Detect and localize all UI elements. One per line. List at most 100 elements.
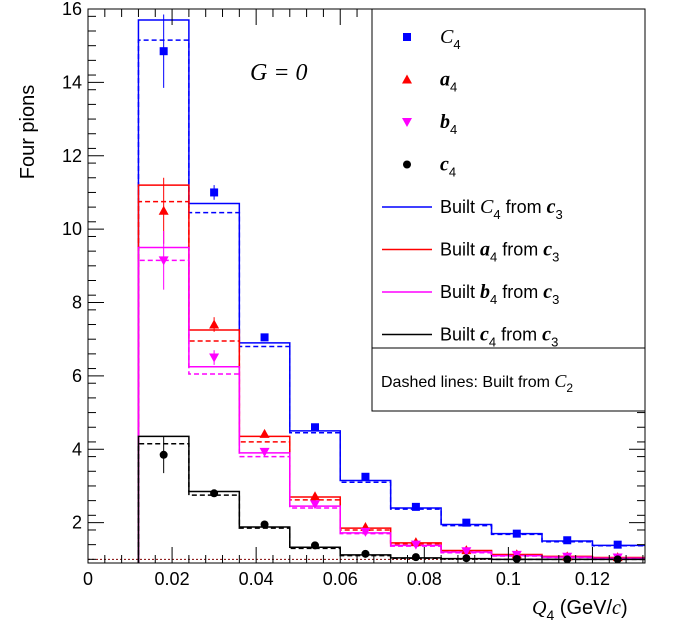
legend-subscript: 4 bbox=[493, 207, 500, 222]
y-axis-title: Four pions bbox=[17, 85, 39, 180]
data-point-2-1 bbox=[209, 353, 220, 363]
data-point-2-2 bbox=[259, 447, 270, 457]
x-axis-unit: (GeV/ bbox=[554, 597, 612, 619]
legend-label-6: Built b4 from c3 bbox=[440, 281, 559, 307]
y-tick-label-7: 16 bbox=[62, 0, 82, 19]
x-axis-unit-c: c bbox=[612, 597, 621, 619]
legend-subscript: 4 bbox=[490, 250, 497, 265]
y-tick-label-1: 4 bbox=[72, 439, 82, 459]
legend-marker-0 bbox=[403, 33, 411, 41]
legend-symbol: C bbox=[480, 196, 494, 218]
y-tick-label-2: 6 bbox=[72, 366, 82, 386]
legend-pre: Built bbox=[440, 240, 480, 260]
data-point-2-6 bbox=[461, 547, 472, 557]
x-axis-title-text: Q4 (GeV/c) bbox=[532, 597, 628, 623]
legend-pre: Built bbox=[440, 282, 480, 302]
data-point-0-9 bbox=[613, 540, 622, 549]
legend-entry-7: Built c4 from c3 bbox=[382, 324, 558, 350]
data-point-3-0 bbox=[159, 450, 168, 459]
data-point-0-4 bbox=[361, 472, 370, 481]
legend-symbol: b bbox=[480, 281, 490, 303]
data-point-3-1 bbox=[210, 489, 219, 498]
data-point-1-0 bbox=[158, 205, 169, 215]
legend-subscript2: 3 bbox=[552, 250, 559, 265]
annotation-text: G = 0 bbox=[250, 60, 308, 86]
legend-subscript: 4 bbox=[490, 292, 497, 307]
legend-mid: from bbox=[497, 282, 543, 302]
x-tick-label-0: 0 bbox=[83, 569, 93, 589]
x-tick-label-1: 0.02 bbox=[155, 569, 190, 589]
series-3 bbox=[159, 436, 622, 564]
legend-label-3: c4 bbox=[440, 154, 456, 180]
y-tick-label-4: 10 bbox=[62, 219, 82, 239]
data-point-3-8 bbox=[563, 555, 572, 564]
legend-symbol2: c bbox=[543, 281, 552, 303]
legend-subscript: 4 bbox=[450, 80, 457, 95]
data-point-0-8 bbox=[563, 536, 572, 545]
legend-entry-4: Built C4 from c3 bbox=[382, 196, 563, 222]
legend-note: Dashed lines: Built from C2 bbox=[381, 371, 573, 395]
legend-marker-1 bbox=[402, 74, 412, 84]
x-tick-label-3: 0.06 bbox=[323, 569, 358, 589]
data-point-0-2 bbox=[260, 333, 269, 342]
legend-symbol2: c bbox=[543, 239, 552, 261]
legend-note-box bbox=[371, 347, 646, 412]
legend-symbol2: c bbox=[542, 324, 551, 346]
data-point-3-6 bbox=[462, 554, 471, 563]
y-axis-title-text: Four pions bbox=[17, 85, 39, 180]
legend-subscript2: 3 bbox=[552, 292, 559, 307]
g-annotation: G = 0 bbox=[250, 60, 308, 86]
legend-symbol: c bbox=[440, 154, 449, 176]
data-point-2-4 bbox=[360, 527, 371, 537]
data-point-1-2 bbox=[259, 428, 270, 438]
legend-symbol: b bbox=[440, 111, 450, 133]
legend-subscript: 4 bbox=[449, 165, 456, 180]
legend-subscript2: 3 bbox=[551, 335, 558, 350]
legend-pre: Built bbox=[440, 197, 480, 217]
legend-entry-6: Built b4 from c3 bbox=[382, 281, 559, 307]
data-point-3-2 bbox=[260, 520, 269, 529]
data-point-3-5 bbox=[411, 553, 420, 562]
legend-label-7: Built c4 from c3 bbox=[440, 324, 558, 350]
legend-entry-5: Built a4 from c3 bbox=[382, 239, 559, 265]
x-tick-label-6: 0.12 bbox=[575, 569, 610, 589]
data-point-2-0 bbox=[158, 256, 169, 266]
legend-label-2: b4 bbox=[440, 111, 457, 137]
legend-symbol: a bbox=[480, 239, 490, 261]
legend-entry-2: b4 bbox=[402, 111, 457, 137]
legend-subscript2: 3 bbox=[556, 207, 563, 222]
legend-label-4: Built C4 from c3 bbox=[440, 196, 563, 222]
legend-entry-0: C4 bbox=[403, 26, 461, 52]
x-axis-subscript: 4 bbox=[546, 607, 554, 623]
legend-note-subscript: 2 bbox=[566, 381, 573, 395]
legend-marker-3 bbox=[403, 160, 411, 169]
data-point-2-3 bbox=[310, 500, 321, 510]
legend-entry-1: a4 bbox=[402, 69, 457, 95]
legend-label-0: C4 bbox=[440, 26, 461, 52]
x-tick-label-2: 0.04 bbox=[239, 569, 274, 589]
y-tick-label-6: 14 bbox=[62, 72, 82, 92]
x-axis-unit-close: ) bbox=[621, 597, 628, 619]
legend-symbol: c bbox=[480, 324, 489, 346]
data-point-0-1 bbox=[210, 188, 219, 197]
legend-subscript: 4 bbox=[489, 335, 496, 350]
data-point-1-3 bbox=[310, 491, 321, 501]
x-axis-symbol: Q bbox=[532, 597, 547, 619]
legend-note-text: Dashed lines: Built from bbox=[381, 374, 554, 391]
legend-label-5: Built a4 from c3 bbox=[440, 239, 559, 265]
data-point-0-7 bbox=[512, 529, 521, 538]
legend-symbol2: c bbox=[547, 196, 556, 218]
data-point-2-5 bbox=[410, 540, 421, 550]
data-point-3-7 bbox=[512, 554, 521, 563]
data-point-0-6 bbox=[462, 518, 471, 527]
x-tick-label-5: 0.1 bbox=[496, 569, 521, 589]
y-tick-label-5: 12 bbox=[62, 146, 82, 166]
legend-symbol: a bbox=[440, 69, 450, 91]
series-0 bbox=[159, 14, 622, 549]
legend-label-1: a4 bbox=[440, 69, 457, 95]
data-point-3-9 bbox=[613, 555, 622, 564]
x-tick-label-4: 0.08 bbox=[407, 569, 442, 589]
legend-mid: from bbox=[501, 197, 547, 217]
legend-note-symbol: C bbox=[554, 371, 567, 391]
